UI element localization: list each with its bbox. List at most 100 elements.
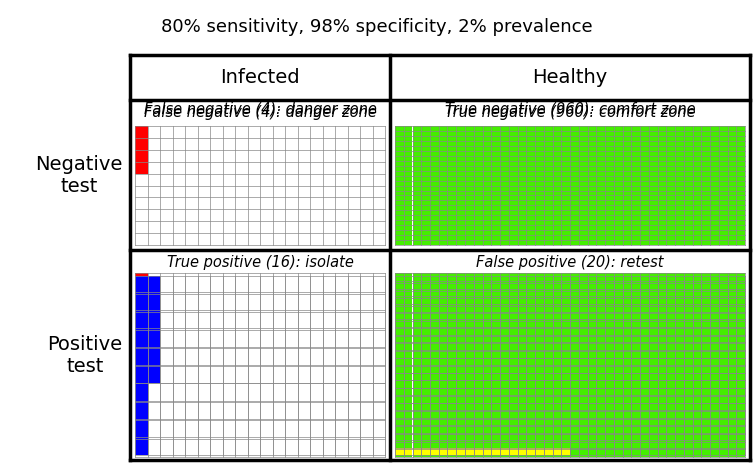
Bar [517, 151, 526, 156]
Bar [395, 304, 403, 312]
Bar [640, 449, 648, 457]
Bar [544, 146, 553, 151]
Bar [509, 131, 517, 136]
Bar [448, 289, 456, 296]
Bar [448, 312, 456, 319]
Bar [535, 335, 544, 342]
Bar [474, 327, 483, 335]
Bar [631, 170, 640, 176]
Bar [553, 380, 561, 388]
Bar [692, 200, 701, 205]
Bar [614, 411, 623, 419]
Bar [675, 166, 684, 170]
Bar [728, 304, 736, 312]
Bar [403, 181, 412, 185]
Bar [421, 196, 430, 200]
Bar [614, 200, 623, 205]
Bar [561, 200, 570, 205]
Bar [544, 220, 553, 226]
Bar [579, 289, 587, 296]
Bar [596, 156, 605, 161]
Bar [684, 296, 692, 304]
Bar [675, 190, 684, 196]
Bar [719, 304, 728, 312]
Bar [483, 141, 492, 146]
Bar [403, 312, 412, 319]
Bar [605, 205, 614, 211]
Bar [561, 166, 570, 170]
Bar [728, 411, 736, 419]
Bar [736, 380, 745, 388]
Bar [483, 448, 492, 455]
Bar [561, 241, 570, 245]
Bar [421, 419, 430, 426]
Bar [657, 281, 667, 289]
Bar [474, 342, 483, 350]
Bar [535, 181, 544, 185]
Bar [456, 196, 465, 200]
Bar [500, 373, 509, 380]
Bar [500, 380, 509, 388]
Bar [474, 403, 483, 411]
Bar [412, 176, 421, 181]
Bar [596, 312, 605, 319]
Bar [439, 396, 448, 403]
Bar [561, 365, 570, 373]
Bar [623, 388, 631, 396]
Bar [640, 373, 648, 380]
Bar [684, 396, 692, 403]
Bar [570, 161, 579, 166]
Bar [421, 181, 430, 185]
Bar [648, 403, 657, 411]
Bar [561, 403, 570, 411]
Bar [474, 350, 483, 358]
Bar [421, 273, 430, 281]
Bar [517, 327, 526, 335]
Bar [483, 411, 492, 419]
Bar [526, 442, 535, 449]
Bar [614, 304, 623, 312]
Bar [570, 373, 579, 380]
Bar [623, 296, 631, 304]
Bar [684, 141, 692, 146]
Bar [684, 411, 692, 419]
Bar [667, 373, 675, 380]
Bar [728, 190, 736, 196]
Bar [395, 185, 403, 190]
Bar [692, 442, 701, 449]
Bar [483, 226, 492, 230]
Bar [675, 200, 684, 205]
Bar [570, 166, 579, 170]
Bar [148, 366, 160, 383]
Bar [517, 434, 526, 442]
Bar [395, 396, 403, 403]
Bar [456, 205, 465, 211]
Bar [456, 185, 465, 190]
Bar [596, 205, 605, 211]
Bar [648, 226, 657, 230]
Bar [526, 190, 535, 196]
Bar [474, 176, 483, 181]
Bar [648, 388, 657, 396]
Bar [439, 350, 448, 358]
Bar [553, 327, 561, 335]
Bar [728, 380, 736, 388]
Bar [561, 235, 570, 241]
Bar [553, 304, 561, 312]
Bar [596, 241, 605, 245]
Bar [448, 211, 456, 215]
Bar [500, 205, 509, 211]
Bar [623, 215, 631, 220]
Bar [692, 190, 701, 196]
Bar [456, 226, 465, 230]
Bar [500, 176, 509, 181]
Bar [623, 185, 631, 190]
Bar [448, 161, 456, 166]
Bar [684, 176, 692, 181]
Bar [648, 350, 657, 358]
Bar [403, 200, 412, 205]
Bar [526, 281, 535, 289]
Bar [492, 151, 500, 156]
Bar [570, 342, 579, 350]
Bar [701, 185, 710, 190]
